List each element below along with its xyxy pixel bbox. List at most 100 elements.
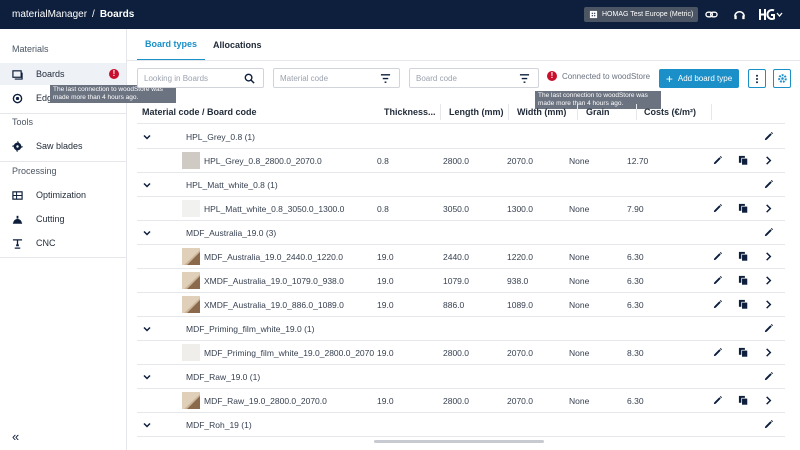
group-row[interactable]: MDF_Australia_19.0 (3) [137,221,785,245]
support-icon[interactable] [733,8,746,21]
chevron-right-icon[interactable] [763,203,774,214]
edit-icon[interactable] [712,251,723,262]
collapse-sidebar-icon[interactable]: « [12,429,20,444]
plus-icon: + [665,71,673,86]
settings-button[interactable] [773,69,791,88]
group-row[interactable]: HPL_Matt_white_0.8 (1) [137,173,785,197]
chevron-down-icon[interactable] [142,180,152,190]
search-icon[interactable] [244,73,255,84]
search-input[interactable] [144,73,224,83]
table-row[interactable]: MDF_Australia_19.0_2440.0_1220.0 19.0 2440… [137,245,785,269]
chevron-right-icon[interactable] [763,155,774,166]
tab-board-types[interactable]: Board types [137,29,206,61]
edit-icon[interactable] [712,155,723,166]
group-name: HPL_Matt_white_0.8 (1) [186,180,278,190]
table-row[interactable]: MDF_Raw_19.0_2800.0_2070.0 19.0 2800.0 2070… [137,389,785,413]
edit-icon[interactable] [763,227,774,238]
group-row[interactable]: MDF_Raw_19.0 (1) [137,365,785,389]
edit-icon[interactable] [763,419,774,430]
edges-icon [12,93,23,103]
edit-icon[interactable] [763,323,774,334]
edit-icon[interactable] [712,299,723,310]
edit-icon[interactable] [763,179,774,190]
sidebar-item-optimization[interactable]: Optimization [0,184,126,206]
width-cell: 1220.0 [507,252,533,262]
copy-icon[interactable] [738,347,749,358]
sidebar-section-processing: Processing [12,166,57,176]
filter-icon[interactable] [519,73,530,84]
table-row[interactable]: HPL_Matt_white_0.8_3050.0_1300.0 0.8 3050.… [137,197,785,221]
chevron-right-icon[interactable] [763,299,774,310]
sidebar-item-saw-blades[interactable]: Saw blades [0,135,126,157]
chevron-right-icon[interactable] [763,275,774,286]
chevron-right-icon[interactable] [763,251,774,262]
board-thumbnail [182,272,200,289]
sidebar-item-edges[interactable]: Edg [0,87,126,109]
column-header-width[interactable]: Width (mm) [517,107,567,117]
board-code-cell: HPL_Grey_0.8_2800.0_2070.0 [204,156,322,166]
edit-icon[interactable] [712,347,723,358]
table-row[interactable]: HPL_Grey_0.8_2800.0_2070.0 0.8 2800.0 2070.… [137,149,785,173]
width-cell: 2070.0 [507,396,533,406]
chevron-down-icon[interactable] [142,228,152,238]
horizontal-scrollbar[interactable] [374,440,544,443]
table-row[interactable]: XMDF_Australia_19.0_1079.0_938.0 19.0 1079… [137,269,785,293]
column-divider [711,104,712,120]
link-icon[interactable] [705,8,718,21]
filter-icon[interactable] [380,73,391,84]
material-code-input[interactable] [280,73,360,83]
edit-icon[interactable] [763,131,774,142]
more-options-button[interactable] [748,69,766,88]
sidebar-item-boards[interactable]: Boards ! [0,63,126,85]
copy-icon[interactable] [738,299,749,310]
column-header-code[interactable]: Material code / Board code [142,107,257,117]
copy-icon[interactable] [738,395,749,406]
board-code-cell: HPL_Matt_white_0.8_3050.0_1300.0 [204,204,345,214]
tenant-selector[interactable]: HOMAG Test Europe (Metric) [584,7,699,22]
board-code-filter[interactable] [409,68,539,88]
table-header: Material code / Board code Thickness... … [137,100,785,124]
board-thumbnail [182,200,200,217]
add-board-type-button[interactable]: + Add board type [659,69,739,88]
homag-logo-menu-icon[interactable] [759,8,783,21]
table-row[interactable]: XMDF_Australia_19.0_886.0_1089.0 19.0 886.… [137,293,785,317]
sidebar-item-cnc[interactable]: CNC [0,232,126,254]
tab-allocations[interactable]: Allocations [213,40,262,50]
group-row[interactable]: MDF_Roh_19 (1) [137,413,785,437]
copy-icon[interactable] [738,251,749,262]
cnc-icon [12,238,23,249]
edit-icon[interactable] [712,203,723,214]
breadcrumb: Boards [99,9,135,20]
warning-icon: ! [547,71,557,81]
gear-icon [777,74,787,83]
board-code-input[interactable] [416,73,496,83]
chevron-down-icon[interactable] [142,372,152,382]
thickness-cell: 19.0 [377,276,394,286]
edit-icon[interactable] [712,275,723,286]
copy-icon[interactable] [738,155,749,166]
material-code-filter[interactable] [273,68,400,88]
copy-icon[interactable] [738,203,749,214]
column-header-thickness[interactable]: Thickness... [384,107,436,117]
edit-icon[interactable] [712,395,723,406]
search-field[interactable] [137,68,264,88]
copy-icon[interactable] [738,275,749,286]
column-header-grain[interactable]: Grain [586,107,610,117]
column-header-costs[interactable]: Costs (€/m²) [644,107,697,117]
grain-cell: None [569,156,590,166]
app-name[interactable]: materialManager [12,9,88,20]
chevron-down-icon[interactable] [142,324,152,334]
group-row[interactable]: MDF_Priming_film_white_19.0 (1) [137,317,785,341]
chevron-right-icon[interactable] [763,347,774,358]
column-header-length[interactable]: Length (mm) [449,107,504,117]
sidebar-item-label: Saw blades [36,141,83,151]
chevron-down-icon[interactable] [142,132,152,142]
table-row[interactable]: MDF_Priming_film_white_19.0_2800.0_2070 1… [137,341,785,365]
sidebar-divider [0,113,126,114]
chevron-down-icon[interactable] [142,420,152,430]
group-row[interactable]: HPL_Grey_0.8 (1) [137,125,785,149]
edit-icon[interactable] [763,371,774,382]
chevron-right-icon[interactable] [763,395,774,406]
length-cell: 2440.0 [443,252,469,262]
sidebar-item-cutting[interactable]: Cutting [0,208,126,230]
